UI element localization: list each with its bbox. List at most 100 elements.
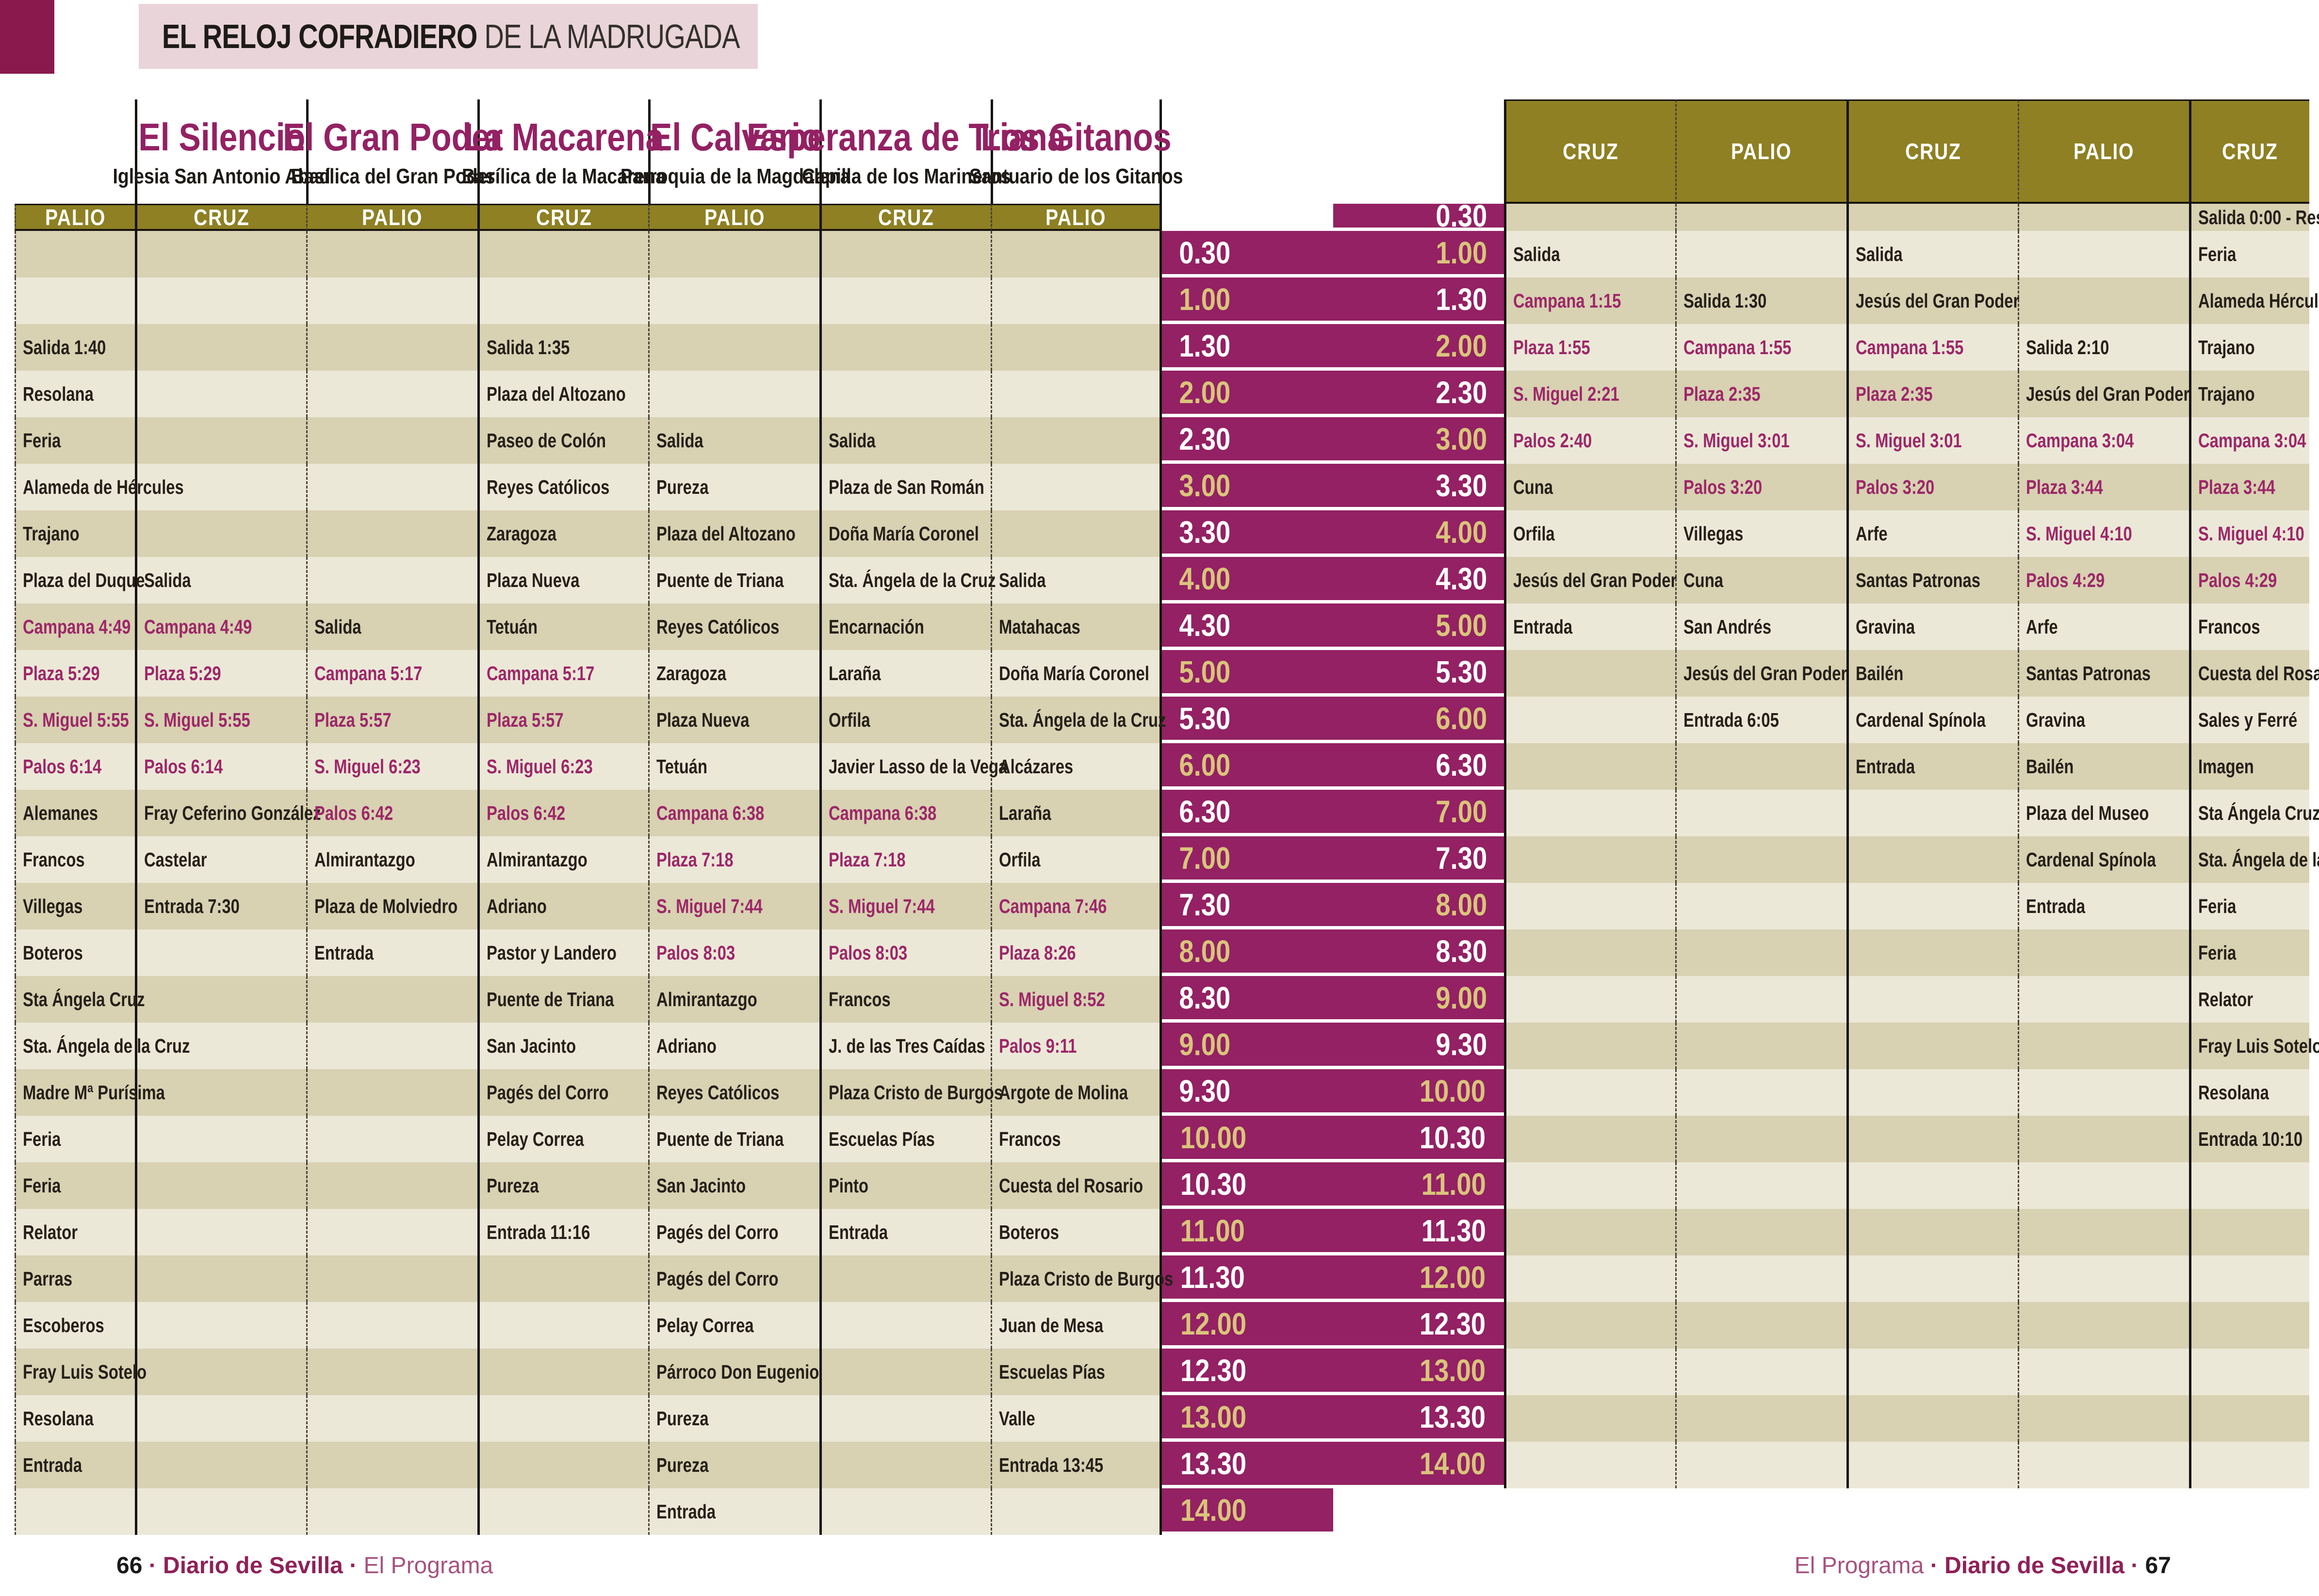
stop-label: Plaza del Altozano (486, 382, 626, 405)
stop-label: Relator (23, 1221, 78, 1243)
time-label: 12.30 (1161, 1349, 1333, 1392)
timetable-cell: Resolana (2188, 1069, 2309, 1116)
timetable-cell (1846, 929, 2018, 976)
timetable-cell (1504, 1116, 1676, 1162)
timetable-cell: Boteros (15, 929, 135, 976)
time-label: 8.00 (1161, 929, 1333, 973)
stop-label: Palos 6:14 (144, 755, 223, 778)
stop-label: Plaza Cristo de Burgos (998, 1267, 1174, 1290)
stop-label: Palos 4:29 (2025, 569, 2105, 591)
timetable-cell (1846, 883, 2018, 929)
time-cell: 5.00 (1333, 603, 1504, 650)
time-label: 7.30 (1161, 883, 1333, 926)
timetable-cell: S. Miguel 3:01 (1675, 417, 1846, 464)
timetable-cell (15, 1488, 135, 1535)
stop-label: Campana 5:17 (314, 662, 423, 684)
stop-label: Almirantazgo (314, 848, 415, 871)
stop-label: Feria (23, 1127, 61, 1150)
stop-label: Plaza 5:29 (23, 662, 100, 684)
timetable-cell (1504, 1023, 1676, 1069)
timetable-cell: Jesús del Gran Poder (2017, 371, 2189, 417)
stop-label: Pureza (656, 475, 709, 498)
timetable-cell (1504, 1442, 1676, 1488)
stop-label: Entrada 6:05 (1683, 708, 1780, 731)
time-cell: 12.00 (1333, 1255, 1504, 1302)
stop-label: Madre Mª Purísima (23, 1081, 165, 1104)
stop-label: Salida (998, 569, 1046, 591)
time-label: 14.00 (1161, 1488, 1333, 1531)
stop-label: Salida 0:00 - Resolana (2198, 206, 2319, 228)
timetable-cell (1846, 1302, 2018, 1349)
stop-label: Laraña (998, 801, 1051, 824)
program-label: El Programa (363, 1553, 493, 1579)
timetable-cell (2188, 1162, 2309, 1209)
timetable-cell: Plaza 7:18 (648, 836, 820, 883)
stop-label: S. Miguel 4:10 (2025, 522, 2132, 545)
column-header-label: PALIO (362, 204, 423, 230)
timetable-cell (990, 324, 1162, 371)
timetable-cell (1675, 1162, 1846, 1209)
timetable-cell (306, 371, 477, 417)
time-cell: 14.00 (1333, 1442, 1504, 1488)
timetable-cell: Entrada 10:10 (2188, 1116, 2309, 1162)
timetable-cell (135, 510, 306, 557)
stop-label: Francos (23, 848, 85, 871)
time-label: 5.00 (1333, 603, 1504, 647)
timetable-cell: Campana 4:49 (15, 603, 135, 650)
brotherhood-church: Capilla de los Marineros (801, 164, 1011, 188)
timetable-cell: Puente de Triana (477, 976, 649, 1023)
stop-label: Campana 7:46 (998, 895, 1107, 917)
timetable-cell: Plaza Cristo de Burgos (819, 1069, 1003, 1116)
stop-label: Arfe (1855, 522, 1888, 545)
time-text: 10.00 (1420, 1073, 1486, 1108)
stop-label: Sta Ángela Cruz (2198, 801, 2319, 824)
stop-label: Pagés del Corro (486, 1081, 609, 1104)
timetable-cell: Trajano (15, 510, 135, 557)
timetable-cell: Campana 5:17 (477, 650, 649, 697)
timetable-cell: Campana 4:49 (135, 603, 306, 650)
timetable-cell (477, 1442, 649, 1488)
timetable-cell (135, 371, 306, 417)
timetable-cell (306, 1209, 477, 1255)
timetable-cell (306, 1162, 477, 1209)
stop-label: Adriano (486, 895, 547, 917)
stop-label: Francos (829, 988, 891, 1010)
stop-label: Pinto (829, 1174, 869, 1197)
brotherhood-header: El Calvario Parroquia de la Magdalena (620, 99, 850, 204)
timetable-cell (2017, 231, 2189, 277)
timetable-cell: Feria (2188, 883, 2309, 929)
time-label: 13.30 (1161, 1442, 1333, 1485)
time-label: 13.00 (1333, 1349, 1504, 1392)
column-header-label: CRUZ (536, 204, 592, 230)
timetable-cell: Campana 1:55 (1846, 324, 2018, 371)
time-text: 4.00 (1436, 514, 1487, 550)
timetable-cell (135, 1302, 306, 1349)
timetable-cell (990, 231, 1162, 277)
column-header-label: CRUZ (1563, 139, 1619, 164)
timetable-cell: Plaza 5:29 (135, 650, 306, 697)
stop-label: Campana 1:55 (1683, 336, 1792, 358)
timetable-cell: Salida (135, 557, 306, 603)
stop-label: Fray Ceferino González (144, 801, 321, 824)
stop-label: Salida (1513, 243, 1560, 265)
timetable-cell: S. Miguel 6:23 (306, 743, 477, 790)
time-label: 7.00 (1333, 790, 1504, 833)
stop-label: Feria (2198, 941, 2236, 964)
time-label: 9.00 (1333, 976, 1504, 1019)
stop-label: Palos 2:40 (1513, 429, 1592, 452)
timetable-cell: Feria (2188, 929, 2309, 976)
timetable-cell: Pinto (819, 1162, 991, 1209)
time-cell: 8.30 (1333, 929, 1504, 976)
time-label: 5.00 (1161, 650, 1333, 693)
time-label: 12.00 (1161, 1302, 1333, 1345)
timetable-cell (1675, 883, 1846, 929)
stop-label: Palos 6:42 (486, 801, 565, 824)
timetable-cell: Palos 6:42 (477, 790, 649, 836)
time-text: 10.30 (1420, 1120, 1486, 1155)
timetable-cell: Plaza del Altozano (648, 510, 820, 557)
time-text: 14.00 (1420, 1446, 1486, 1481)
stop-label: Pureza (656, 1407, 709, 1430)
timetable-cell: Francos (15, 836, 135, 883)
timetable-cell: Argote de Molina (990, 1069, 1162, 1116)
stop-label: Laraña (829, 662, 881, 684)
